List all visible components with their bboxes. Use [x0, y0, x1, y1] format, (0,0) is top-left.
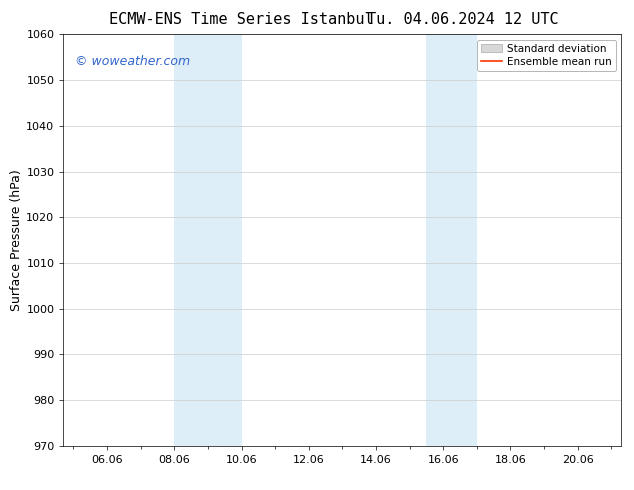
Y-axis label: Surface Pressure (hPa): Surface Pressure (hPa) — [11, 169, 23, 311]
Bar — [427, 34, 477, 446]
Bar — [174, 34, 242, 446]
Text: Tu. 04.06.2024 12 UTC: Tu. 04.06.2024 12 UTC — [367, 12, 559, 27]
Text: ECMW-ENS Time Series Istanbul: ECMW-ENS Time Series Istanbul — [108, 12, 373, 27]
Legend: Standard deviation, Ensemble mean run: Standard deviation, Ensemble mean run — [477, 40, 616, 71]
Text: © woweather.com: © woweather.com — [75, 55, 190, 68]
